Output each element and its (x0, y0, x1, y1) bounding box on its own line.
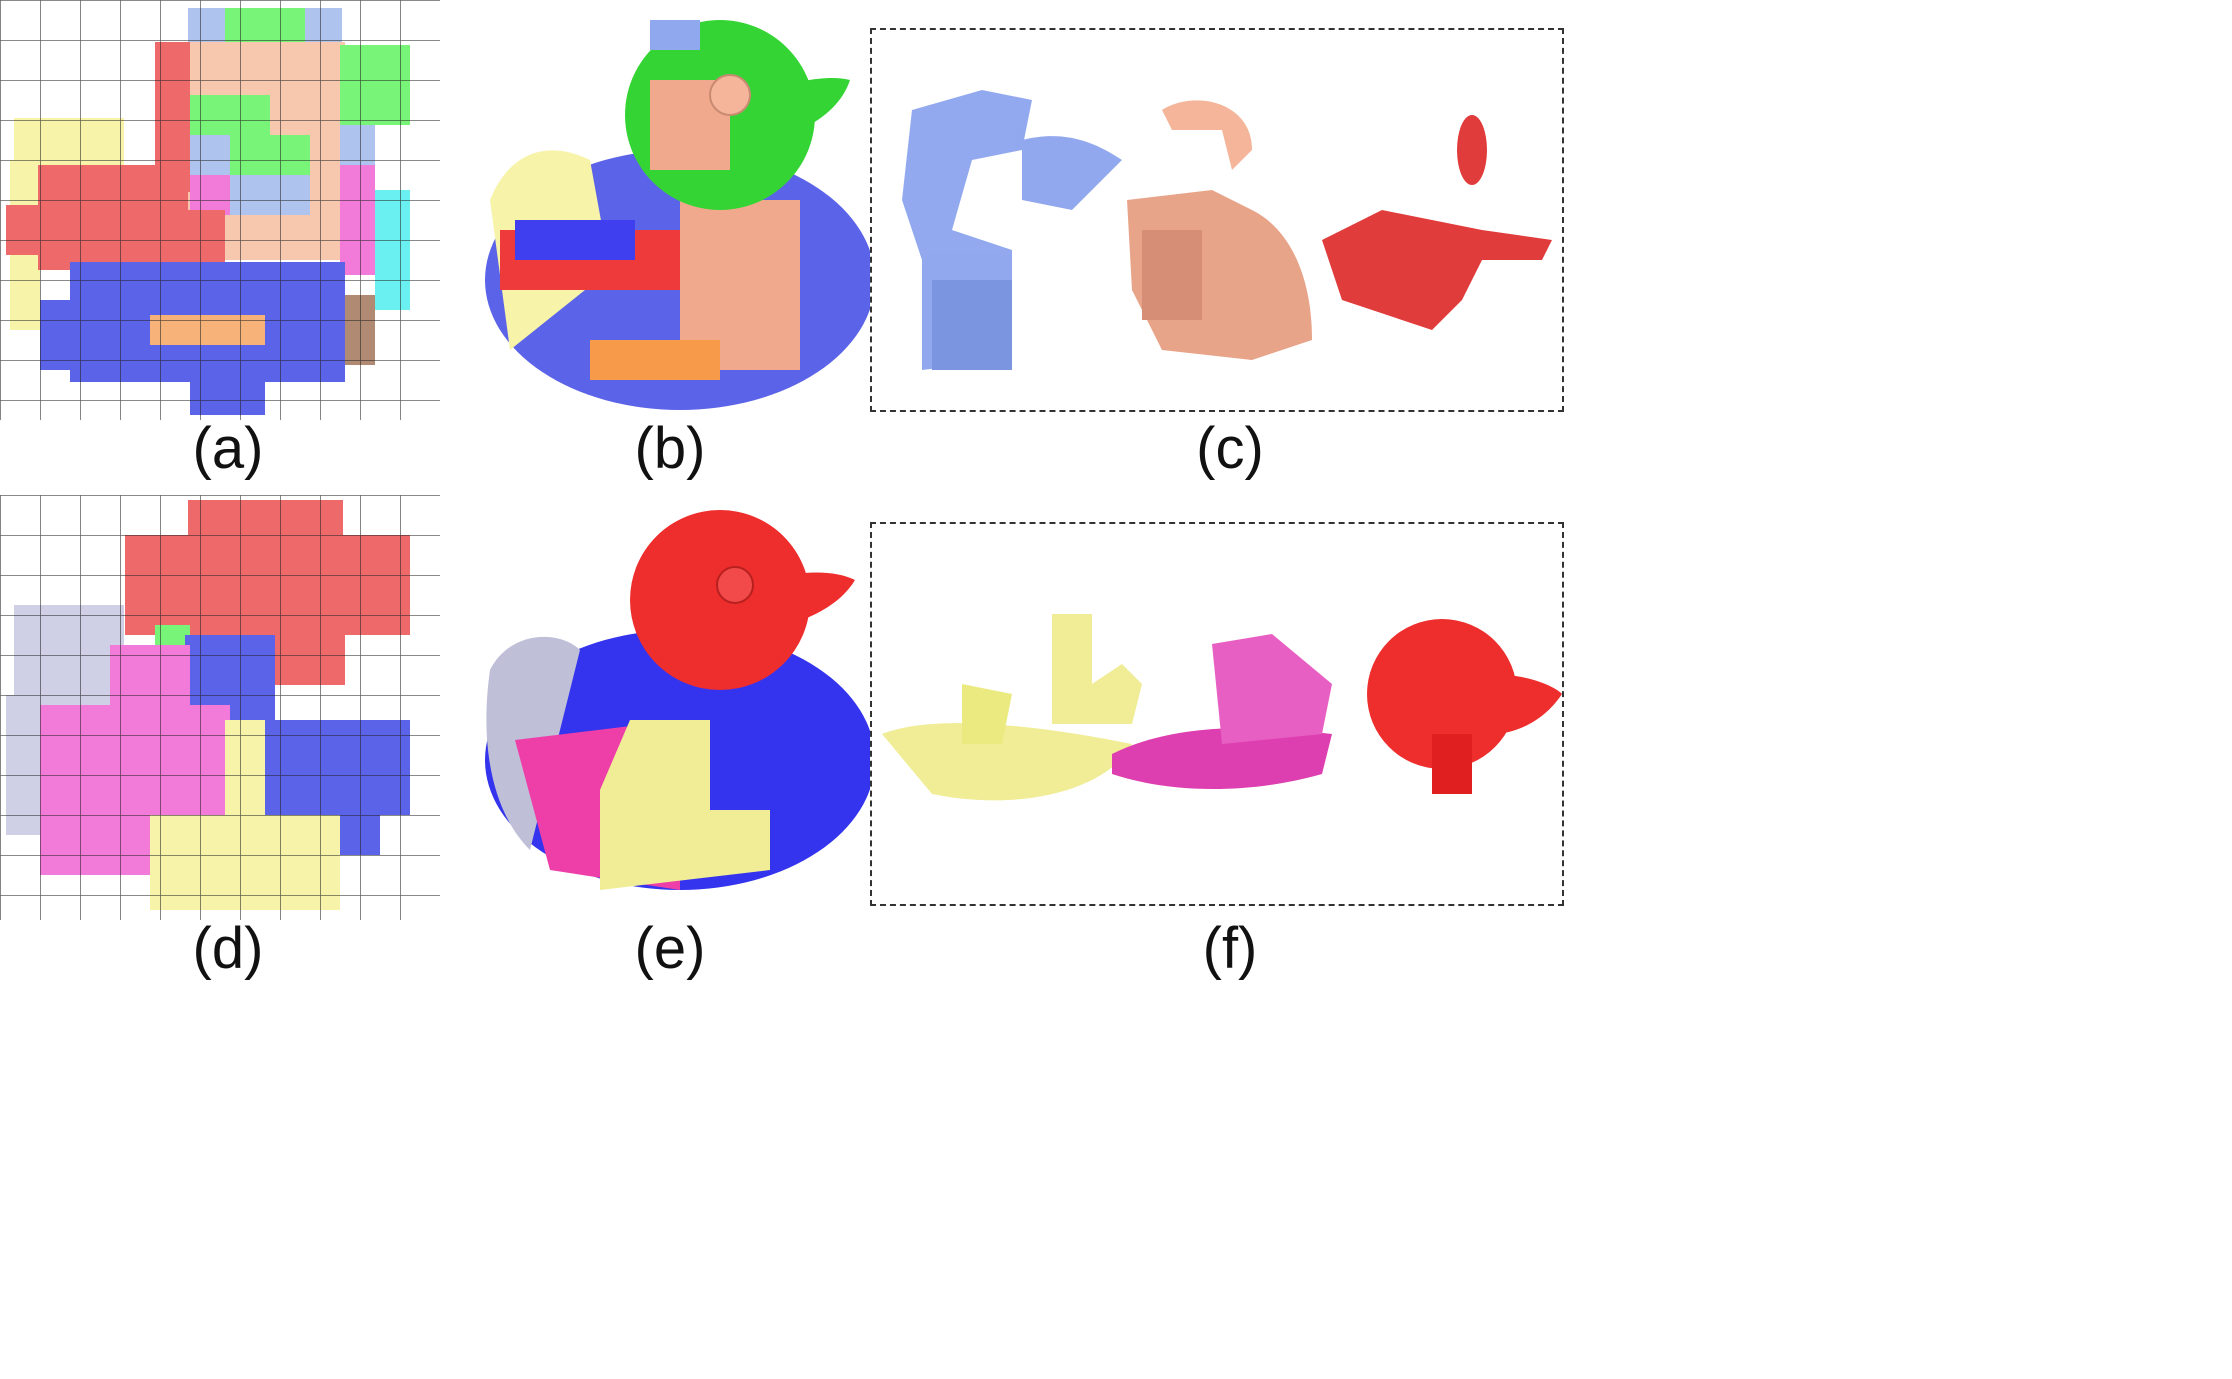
duck-render-b (470, 20, 870, 410)
voxel-duck-a (0, 0, 440, 420)
peach-part (1127, 100, 1312, 360)
yellow-part (882, 614, 1142, 801)
duck-render-e (470, 510, 870, 900)
caption-f: (f) (1202, 916, 1258, 981)
parts-box-f (870, 522, 1564, 906)
blue-part (902, 90, 1122, 370)
magenta-part (1112, 634, 1332, 789)
red-part (1322, 115, 1552, 330)
parts-box-c (870, 28, 1564, 412)
caption-c: (c) (1196, 416, 1264, 481)
caption-d: (d) (192, 916, 264, 981)
caption-a: (a) (192, 416, 264, 481)
caption-b: (b) (634, 416, 706, 481)
caption-e: (e) (634, 916, 706, 981)
red-head-part (1367, 619, 1562, 794)
voxel-duck-d (0, 495, 440, 920)
